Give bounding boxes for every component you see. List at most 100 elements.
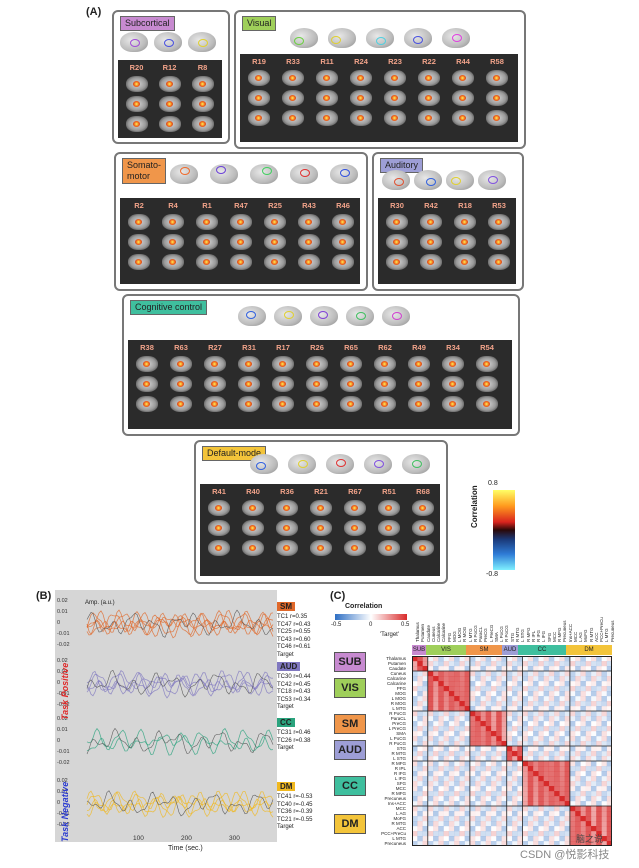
matrix-cell [585,831,592,837]
matrix-cell [448,791,455,797]
matrix-cell [601,841,607,846]
matrix-cell [522,776,528,782]
matrix-cell [564,701,571,707]
matrix-cell [590,806,597,812]
matrix-cell [512,671,518,677]
matrix-cell [522,791,528,797]
matrix-cell [585,721,592,727]
matrix-cell [485,731,492,737]
matrix-cell [522,731,528,737]
matrix-cell [564,786,571,792]
matrix-cell [543,681,550,687]
roi-column: R47 [224,198,258,270]
matrix-cell [438,736,444,742]
matrix-cell [469,761,476,767]
matrix-cell [448,801,455,807]
matrix-cell [475,821,481,827]
matrix-cell [601,676,607,682]
matrix-cell [422,816,428,822]
roi-column: R2 [122,198,156,270]
matrix-cell [522,751,528,757]
matrix-cell [438,686,444,692]
matrix-cell [564,836,571,842]
matrix-cell [454,696,460,702]
matrix-cell [491,826,496,831]
matrix-cell [512,796,518,802]
matrix-cell [554,686,560,692]
matrix-cell [548,826,555,832]
matrix-cell [496,791,502,797]
roi-strip: R19 R33 R11 R24 R23 R22 R44 R58 [240,54,518,142]
matrix-cell [412,816,418,822]
network-tag-default-mode: Default-mode [202,446,267,461]
matrix-cell [564,771,571,777]
matrix-cell [548,706,555,712]
matrix-cell [469,816,476,822]
matrix-cell [475,766,481,772]
matrix-cell [480,836,486,842]
matrix-cell [464,776,471,782]
matrix-cell [533,731,539,737]
matrix-cell [544,731,549,736]
matrix-cell [606,711,612,717]
legend-entry: TC47 r=0.43 [277,621,311,628]
matrix-cell [601,681,607,687]
matrix-cell [548,741,555,747]
matrix-cell [464,771,471,777]
matrix-cell [464,686,471,692]
matrix-cell [575,661,581,667]
matrix-cell [585,671,592,677]
matrix-cell [469,841,476,846]
matrix-cell [480,706,486,712]
matrix-cell [517,711,523,717]
matrix-row-name: PCC+PreCu [381,831,406,836]
matrix-cell [485,681,492,687]
matrix-cell [464,656,471,662]
matrix-cell [527,806,534,812]
matrix-cell [480,831,486,837]
matrix-cell [580,831,586,837]
matrix-cell [443,711,450,717]
matrix-cell [596,811,602,817]
matrix-cell [596,821,602,827]
matrix-cell [564,796,571,802]
matrix-cell [480,691,486,697]
matrix-cell [485,791,492,797]
matrix-cell [438,781,444,787]
matrix-cell [580,746,586,752]
matrix-cell [448,761,455,767]
matrix-cell [538,746,544,752]
matrix-cell [485,801,492,807]
roi-column: R17 [266,340,300,412]
matrix-cell [538,811,543,816]
matrix-cell [517,806,523,812]
matrix-cell [548,671,555,677]
matrix-cell [606,686,612,692]
matrix-cell [554,666,559,671]
matrix-cell [522,771,528,777]
timeseries-line [86,790,274,819]
matrix-cell [512,821,518,827]
matrix-cell [506,696,513,702]
matrix-cell [580,726,586,732]
matrix-cell [475,701,481,707]
matrix-cell [543,796,550,802]
matrix-cell [480,796,486,802]
x-tick-label: 100 [133,835,144,842]
matrix-cell [527,661,534,667]
matrix-cell [501,701,507,707]
matrix-cell [417,701,423,707]
matrix-cell [459,666,465,672]
matrix-cell [590,786,597,792]
matrix-cell [475,721,481,727]
matrix-cell [454,686,460,692]
matrix-cell [580,751,586,757]
matrix-cell [527,746,534,752]
matrix-cell [543,711,550,717]
matrix-cell [606,821,612,827]
matrix-cell [543,806,550,812]
matrix-cell [580,661,586,667]
matrix-cell [601,816,607,822]
roi-column: R27 [198,340,232,412]
matrix-cell [554,706,560,712]
